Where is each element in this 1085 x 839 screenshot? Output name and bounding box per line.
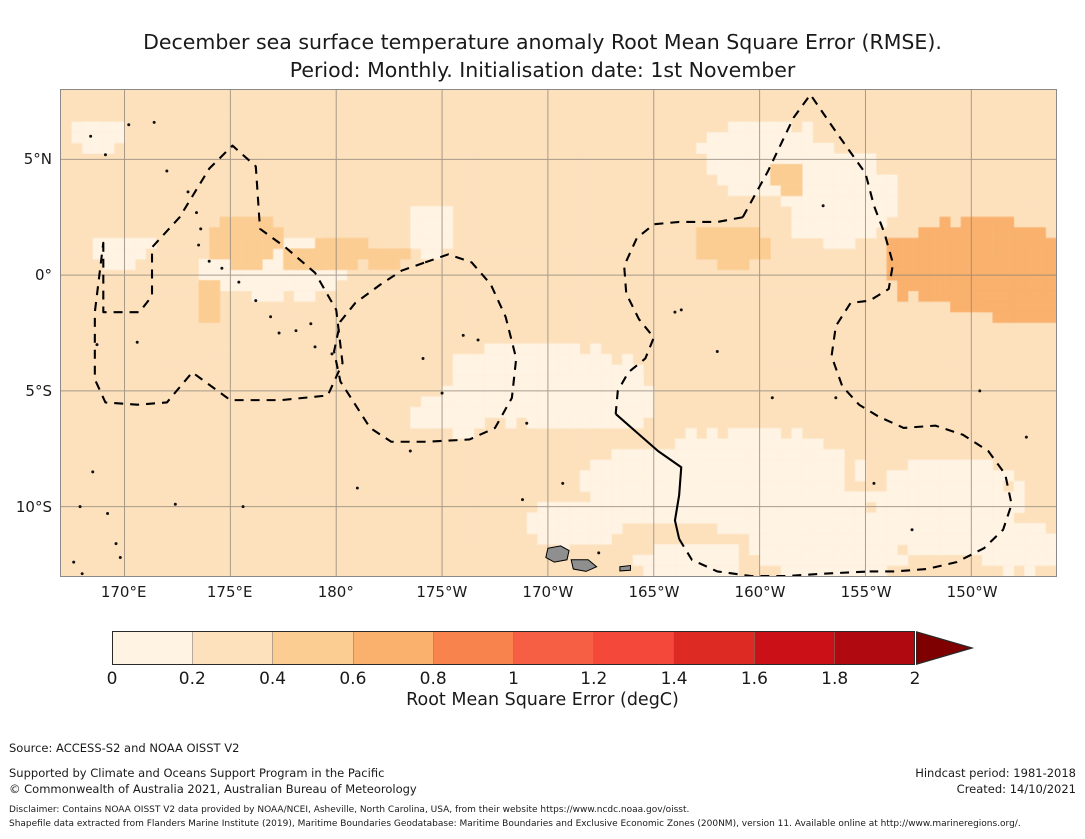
x-axis-tick-label: 150°W xyxy=(946,583,998,601)
colorbar-tick-label: 1.8 xyxy=(821,669,849,689)
footer-disclaimer-noaa: Disclaimer: Contains NOAA OISST V2 data … xyxy=(9,805,690,815)
colorbar-segment xyxy=(834,632,915,664)
colorbar-tick-label: 0.8 xyxy=(419,669,447,689)
colorbar-tick-label: 1 xyxy=(508,669,519,689)
colorbar-axis-label: Root Mean Square Error (degC) xyxy=(406,690,679,710)
footer-hindcast: Hindcast period: 1981-2018 xyxy=(915,766,1076,780)
colorbar-gradient xyxy=(112,631,915,665)
footer-copyright: © Commonwealth of Australia 2021, Austra… xyxy=(9,782,417,796)
x-axis-tick-label: 155°W xyxy=(840,583,892,601)
title-line-2: Period: Monthly. Initialisation date: 1s… xyxy=(289,58,796,82)
colorbar-segment xyxy=(674,632,755,664)
footer-support: Supported by Climate and Oceans Support … xyxy=(9,766,385,780)
rmse-raster-layer xyxy=(61,90,1056,576)
y-axis-tick-label: 5°S xyxy=(25,382,52,401)
colorbar-tick-label: 0.4 xyxy=(259,669,287,689)
colorbar-segment xyxy=(193,632,274,664)
title-line-1: December sea surface temperature anomaly… xyxy=(143,30,942,54)
colorbar-extend-arrow-icon xyxy=(916,631,975,665)
footer-created: Created: 14/10/2021 xyxy=(956,782,1076,796)
page-title: December sea surface temperature anomaly… xyxy=(0,28,1085,84)
colorbar-segment xyxy=(594,632,675,664)
x-axis-tick-label: 175°W xyxy=(416,583,468,601)
x-axis-tick-label: 175°E xyxy=(206,583,253,601)
colorbar-tick-label: 1.4 xyxy=(660,669,688,689)
colorbar-segment xyxy=(353,632,434,664)
x-axis-tick-label: 160°W xyxy=(734,583,786,601)
colorbar-tick-label: 0.2 xyxy=(178,669,206,689)
colorbar-segment xyxy=(113,632,194,664)
colorbar-tick-label: 1.2 xyxy=(580,669,608,689)
x-axis-tick-label: 170°E xyxy=(100,583,147,601)
y-axis-tick-label: 5°N xyxy=(23,149,52,168)
footer-disclaimer-shapefile: Shapefile data extracted from Flanders M… xyxy=(9,819,1021,829)
colorbar-tick-label: 2 xyxy=(909,669,921,689)
colorbar-tick-label: 0.6 xyxy=(339,669,367,689)
footer-source: Source: ACCESS-S2 and NOAA OISST V2 xyxy=(9,741,240,755)
x-axis-tick-label: 170°W xyxy=(522,583,574,601)
colorbar-segment xyxy=(754,632,835,664)
colorbar-segment xyxy=(273,632,354,664)
colorbar-tick-label: 1.6 xyxy=(740,669,768,689)
x-axis-tick-label: 180° xyxy=(317,583,354,601)
y-axis-tick-label: 0° xyxy=(34,265,52,284)
colorbar-tick-label: 0 xyxy=(106,669,118,689)
colorbar-segment xyxy=(433,632,515,664)
map-plot-area[interactable] xyxy=(60,89,1057,577)
map-figure xyxy=(60,89,1057,577)
y-axis-tick-label: 10°S xyxy=(15,498,52,517)
colorbar-segment xyxy=(514,632,595,664)
colorbar: 0 0.2 0.4 0.6 0.8 1 1.2 1.4 1.6 1.8 2 xyxy=(107,631,992,689)
x-axis-tick-label: 165°W xyxy=(628,583,680,601)
